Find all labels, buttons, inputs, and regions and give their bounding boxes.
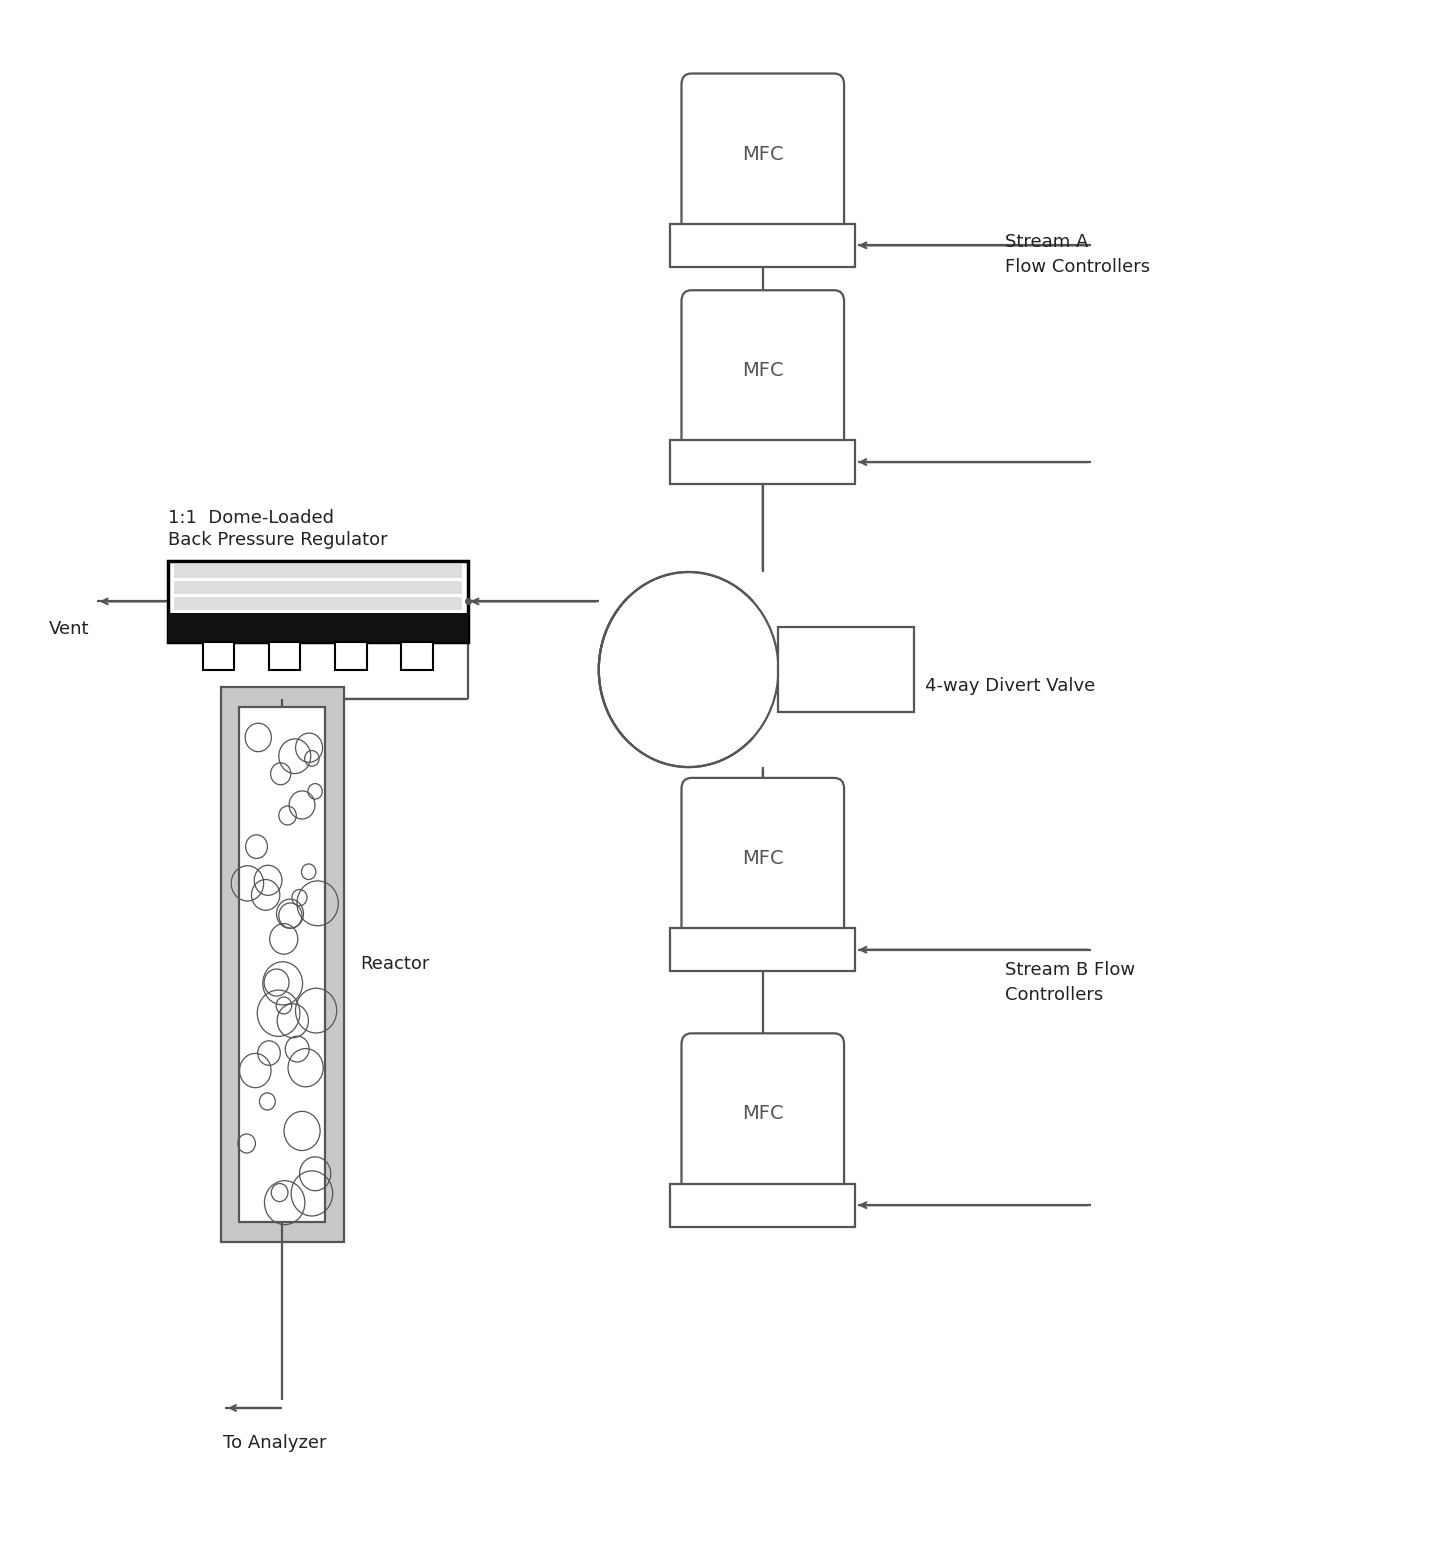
Text: MFC: MFC [742,145,783,164]
Bar [402,642,433,670]
Bar [670,223,855,267]
Text: Vent: Vent [49,620,89,637]
Text: Stream A
Flow Controllers: Stream A Flow Controllers [1005,233,1151,276]
Bar [168,614,468,642]
Bar [670,928,855,972]
Text: Stream B Flow
Controllers: Stream B Flow Controllers [1005,961,1135,1004]
Bar [670,1184,855,1226]
Text: MFC: MFC [742,848,783,868]
FancyBboxPatch shape [681,73,844,234]
Bar [168,561,468,642]
Text: To Analyzer: To Analyzer [223,1434,327,1453]
Bar [336,642,367,670]
Text: 4-way Divert Valve: 4-way Divert Valve [926,678,1096,695]
Text: Reactor: Reactor [360,956,431,973]
Text: MFC: MFC [742,361,783,380]
Text: MFC: MFC [742,1104,783,1123]
Bar [670,440,855,484]
Bar [203,642,235,670]
FancyBboxPatch shape [681,1034,844,1195]
Bar [174,581,462,594]
Bar [220,687,344,1242]
FancyBboxPatch shape [681,778,844,939]
Bar [269,642,301,670]
Bar [174,597,462,611]
Bar [239,706,325,1221]
Text: 1:1  Dome-Loaded
Back Pressure Regulator: 1:1 Dome-Loaded Back Pressure Regulator [168,509,387,548]
Bar [779,626,914,712]
FancyBboxPatch shape [681,291,844,451]
Bar [174,564,462,578]
